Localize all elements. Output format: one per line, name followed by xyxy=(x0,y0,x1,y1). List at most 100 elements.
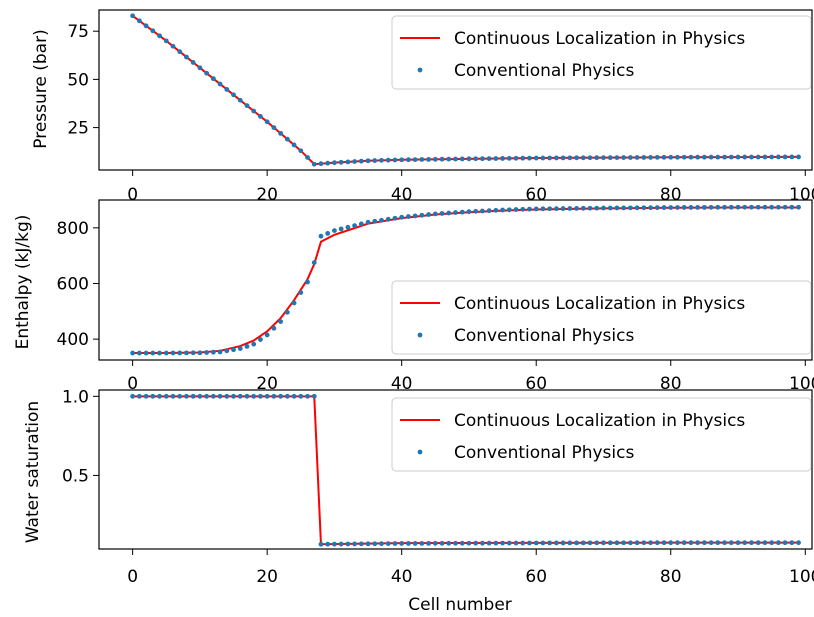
data-point-conventional xyxy=(251,108,257,114)
data-point-conventional xyxy=(668,540,674,546)
data-point-conventional xyxy=(170,393,176,399)
data-point-conventional xyxy=(708,204,714,210)
data-point-conventional xyxy=(291,300,297,306)
data-point-conventional xyxy=(271,125,277,130)
data-point-conventional xyxy=(500,207,505,213)
data-point-conventional xyxy=(601,205,606,211)
data-point-conventional xyxy=(399,214,405,220)
data-point-conventional xyxy=(365,541,371,547)
data-point-conventional xyxy=(527,540,532,546)
legend-label: Conventional Physics xyxy=(454,61,634,81)
data-point-conventional xyxy=(527,206,532,212)
data-point-conventional xyxy=(446,540,452,546)
data-point-conventional xyxy=(163,393,169,399)
data-point-conventional xyxy=(338,159,344,165)
data-point-conventional xyxy=(352,223,357,229)
legend-label: Continuous Localization in Physics xyxy=(454,411,745,431)
data-point-conventional xyxy=(130,393,136,399)
data-point-conventional xyxy=(574,206,579,211)
data-point-conventional xyxy=(506,155,512,161)
data-point-conventional xyxy=(533,206,539,212)
legend-swatch-marker xyxy=(417,67,423,73)
data-point-conventional xyxy=(587,155,593,161)
data-point-conventional xyxy=(210,349,216,355)
x-tick-label: 60 xyxy=(525,374,547,394)
data-point-conventional xyxy=(654,540,660,546)
data-point-conventional xyxy=(345,159,351,165)
data-point-conventional xyxy=(466,540,472,546)
xlabel-cell-number: Cell number xyxy=(408,595,512,615)
axes-frame xyxy=(98,9,813,171)
data-point-conventional xyxy=(614,155,620,160)
legend-box xyxy=(391,397,812,472)
data-point-conventional xyxy=(204,70,210,76)
data-point-conventional xyxy=(419,540,425,546)
data-point-conventional xyxy=(311,161,317,167)
x-tick-label: 80 xyxy=(660,567,682,587)
data-point-conventional xyxy=(150,393,156,399)
data-point-conventional xyxy=(298,290,304,295)
data-point-conventional xyxy=(587,540,593,546)
data-point-conventional xyxy=(668,154,674,160)
data-point-conventional xyxy=(150,28,156,34)
data-point-conventional xyxy=(157,350,162,356)
data-point-conventional xyxy=(352,541,357,547)
data-point-conventional xyxy=(170,350,176,356)
data-point-conventional xyxy=(480,156,485,162)
data-point-conventional xyxy=(567,540,573,546)
data-point-conventional xyxy=(432,540,438,546)
data-point-conventional xyxy=(789,204,795,210)
data-point-conventional xyxy=(560,206,566,211)
data-point-conventional xyxy=(634,155,640,160)
data-point-conventional xyxy=(365,158,371,164)
data-point-conventional xyxy=(527,155,532,161)
data-point-conventional xyxy=(789,540,795,546)
x-tick-label: 0 xyxy=(127,567,138,587)
data-point-conventional xyxy=(533,540,539,546)
legend-label: Conventional Physics xyxy=(454,443,634,463)
x-tick-label: 80 xyxy=(660,185,682,205)
legend: Continuous Localization in Physics Conven… xyxy=(391,15,812,90)
data-point-conventional xyxy=(231,92,236,98)
data-point-conventional xyxy=(412,213,418,219)
data-point-conventional xyxy=(506,540,512,546)
data-point-conventional xyxy=(177,350,183,356)
legend: Continuous Localization in Physics Conven… xyxy=(391,397,812,472)
data-point-conventional xyxy=(627,540,633,546)
data-point-conventional xyxy=(224,348,230,354)
data-point-conventional xyxy=(661,154,667,160)
data-point-conventional xyxy=(399,157,405,163)
data-point-conventional xyxy=(594,205,600,211)
x-tick-label: 40 xyxy=(391,185,413,205)
data-point-conventional xyxy=(237,346,243,351)
legend-box xyxy=(391,280,812,355)
data-point-conventional xyxy=(681,205,687,210)
data-point-conventional xyxy=(130,350,136,356)
data-point-conventional xyxy=(453,156,458,162)
data-point-conventional xyxy=(392,157,398,163)
x-tick-label: 20 xyxy=(256,567,278,587)
data-point-conventional xyxy=(473,540,479,546)
data-point-conventional xyxy=(210,76,216,82)
data-point-conventional xyxy=(762,204,768,210)
data-point-conventional xyxy=(634,540,640,546)
data-point-conventional xyxy=(271,393,277,399)
data-point-conventional xyxy=(533,155,539,161)
y-tick-label: 75 xyxy=(67,22,89,42)
data-point-conventional xyxy=(728,540,734,546)
data-point-conventional xyxy=(796,540,801,546)
data-point-conventional xyxy=(782,204,788,210)
data-point-conventional xyxy=(722,540,727,546)
data-point-conventional xyxy=(796,204,801,210)
ylabel-pressure: Pressure (bar) xyxy=(31,29,51,148)
data-point-conventional xyxy=(567,155,573,161)
data-point-conventional xyxy=(284,393,290,399)
data-point-conventional xyxy=(695,154,701,160)
data-point-conventional xyxy=(143,350,149,356)
data-point-conventional xyxy=(701,540,707,546)
data-point-conventional xyxy=(190,60,196,65)
data-point-conventional xyxy=(513,540,519,546)
data-point-conventional xyxy=(755,540,761,546)
data-point-conventional xyxy=(439,156,445,162)
data-point-conventional xyxy=(298,148,304,154)
